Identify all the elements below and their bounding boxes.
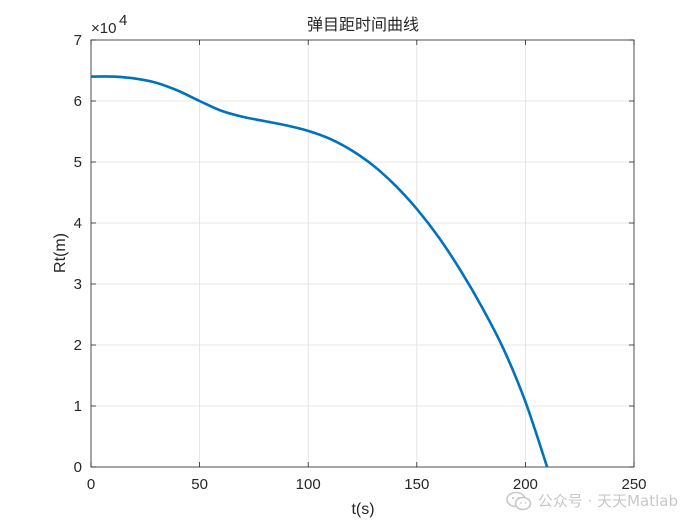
wechat-icon (505, 491, 532, 510)
y-axis-label: Rt(m) (52, 233, 69, 273)
y-tick-label: 4 (74, 215, 82, 232)
watermark-text: 公众号 · 天天Matlab (537, 492, 678, 510)
x-axis-label: t(s) (351, 501, 374, 518)
x-tick-label: 250 (621, 476, 646, 493)
x-tick-labels: 0 50 100 150 200 250 (87, 476, 647, 493)
y-tick-label: 6 (74, 93, 82, 110)
y-tick-label: 2 (74, 337, 82, 354)
y-tick-labels: 0 1 2 3 4 5 6 7 (74, 32, 82, 476)
x-tick-label: 100 (296, 476, 321, 493)
series-line-0 (90, 75, 549, 468)
y-tick-label: 5 (74, 154, 82, 171)
x-tick-label: 0 (87, 476, 95, 493)
y-tick-label: 3 (74, 276, 82, 293)
y-tick-label: 0 (74, 459, 82, 476)
x-tick-label: 50 (191, 476, 208, 493)
x-tick-label: 200 (513, 476, 538, 493)
x-tick-label: 150 (404, 476, 429, 493)
y-multiplier-base: ×10 (91, 20, 116, 37)
y-multiplier-exponent: 4 (119, 12, 127, 29)
series-group (90, 75, 549, 468)
ticks (90, 39, 635, 468)
y-tick-label: 1 (74, 398, 82, 415)
watermark: 公众号 · 天天Matlab (505, 490, 678, 511)
chart-title: 弹目距时间曲线 (307, 15, 419, 34)
grid (90, 39, 635, 468)
y-axis-multiplier: ×10 4 (91, 12, 127, 37)
y-tick-label: 7 (74, 32, 82, 49)
plot-area (90, 39, 635, 468)
